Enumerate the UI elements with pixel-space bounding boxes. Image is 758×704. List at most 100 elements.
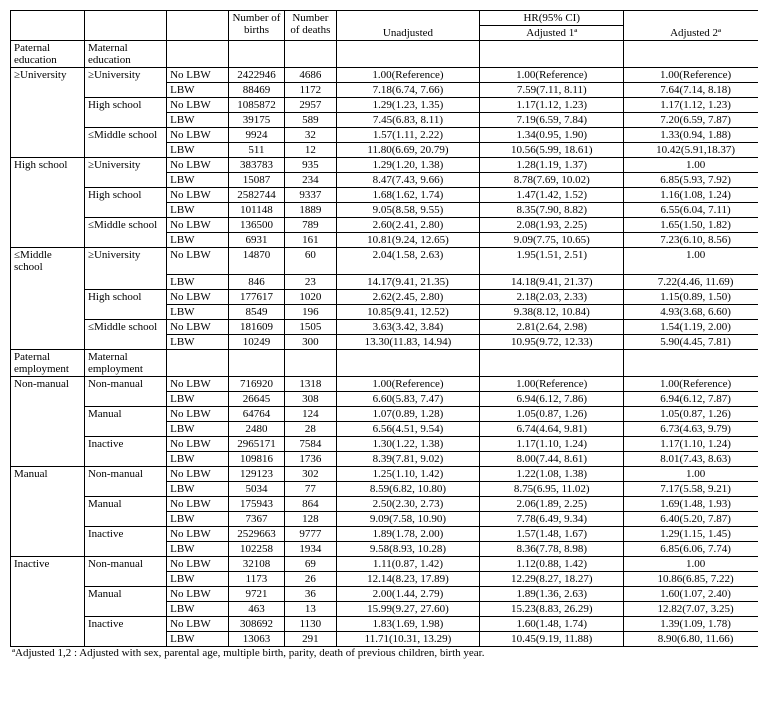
c: 2480 (228, 421, 284, 436)
b (84, 233, 166, 248)
b (11, 304, 85, 319)
g-lbw: LBW (167, 541, 229, 556)
b (84, 451, 166, 466)
c: 10.42(5.91,18.37) (624, 143, 758, 158)
c: 10.45(9.19, 11.88) (480, 631, 624, 646)
g-nolbw: No LBW (167, 319, 229, 334)
b (11, 511, 85, 526)
b (84, 571, 166, 586)
c: 1505 (285, 319, 336, 334)
c: 7.23(6.10, 8.56) (624, 233, 758, 248)
m-uni3: ≥University (84, 248, 166, 275)
g-lbw: LBW (167, 233, 229, 248)
c: 8.35(7.90, 8.82) (480, 203, 624, 218)
c: 291 (285, 631, 336, 646)
lbl-mat-edu: Maternal education (84, 41, 166, 68)
c: 2.04(1.58, 2.63) (336, 248, 480, 275)
m-ms3: ≤Middle school (84, 319, 166, 334)
c: 2.08(1.93, 2.25) (480, 218, 624, 233)
col-unadj: Unadjusted (336, 26, 480, 41)
c: 1.69(1.48, 1.93) (624, 496, 758, 511)
c: 8.47(7.43, 9.66) (336, 173, 480, 188)
b (11, 233, 85, 248)
c: 88469 (228, 83, 284, 98)
c: 12.14(8.23, 17.89) (336, 571, 480, 586)
c: 2582744 (228, 188, 284, 203)
c: 1.00(Reference) (624, 68, 758, 83)
h-blank3 (167, 11, 229, 26)
g-nolbw: No LBW (167, 128, 229, 143)
b (11, 436, 85, 451)
h2-blank2 (84, 26, 166, 41)
c: 1.17(1.10, 1.24) (480, 436, 624, 451)
m-man3: Manual (84, 586, 166, 601)
b (11, 319, 85, 334)
c: 13 (285, 601, 336, 616)
b (480, 349, 624, 376)
b (11, 631, 85, 646)
c: 13.30(11.83, 14.94) (336, 334, 480, 349)
m-in3: Inactive (84, 616, 166, 631)
c: 10.56(5.99, 18.61) (480, 143, 624, 158)
c: 8.01(7.43, 8.63) (624, 451, 758, 466)
c: 9.58(8.93, 10.28) (336, 541, 480, 556)
b (84, 601, 166, 616)
b (167, 349, 229, 376)
b (285, 349, 336, 376)
c: 28 (285, 421, 336, 436)
c: 8.00(7.44, 8.61) (480, 451, 624, 466)
c: 7584 (285, 436, 336, 451)
c: 10249 (228, 334, 284, 349)
c: 2.50(2.30, 2.73) (336, 496, 480, 511)
b (84, 83, 166, 98)
c: 10.86(6.85, 7.22) (624, 571, 758, 586)
h-blank4 (336, 11, 480, 26)
col-hr: HR(95% CI) (480, 11, 624, 26)
b (84, 541, 166, 556)
m-hs1: High school (84, 98, 166, 113)
hr-table: Number of births Number of deaths HR(95%… (10, 10, 758, 647)
c: 11.71(10.31, 13.29) (336, 631, 480, 646)
c: 69 (285, 556, 336, 571)
c: 32 (285, 128, 336, 143)
c: 2.18(2.03, 2.33) (480, 289, 624, 304)
m-man2: Manual (84, 496, 166, 511)
c: 9.05(8.58, 9.55) (336, 203, 480, 218)
b (11, 334, 85, 349)
b (84, 391, 166, 406)
g-lbw: LBW (167, 83, 229, 98)
c: 6931 (228, 233, 284, 248)
g-lbw: LBW (167, 113, 229, 128)
c: 1.00(Reference) (480, 376, 624, 391)
b (84, 113, 166, 128)
c: 8.90(6.80, 11.66) (624, 631, 758, 646)
b (84, 334, 166, 349)
c: 6.74(4.64, 9.81) (480, 421, 624, 436)
c: 1318 (285, 376, 336, 391)
g-nolbw: No LBW (167, 248, 229, 275)
c: 1173 (228, 571, 284, 586)
lbl-pat-emp: Paternal employment (11, 349, 85, 376)
c: 1.16(1.08, 1.24) (624, 188, 758, 203)
c: 589 (285, 113, 336, 128)
m-uni2: ≥University (84, 158, 166, 173)
c: 1020 (285, 289, 336, 304)
c: 2965171 (228, 436, 284, 451)
c: 175943 (228, 496, 284, 511)
c: 1.83(1.69, 1.98) (336, 616, 480, 631)
c: 12.29(8.27, 18.27) (480, 571, 624, 586)
c: 1.60(1.07, 2.40) (624, 586, 758, 601)
c: 716920 (228, 376, 284, 391)
b (11, 173, 85, 188)
c: 1.00 (624, 466, 758, 481)
c: 1.39(1.09, 1.78) (624, 616, 758, 631)
c: 2422946 (228, 68, 284, 83)
g-lbw: LBW (167, 304, 229, 319)
b (11, 98, 85, 113)
c: 7.64(7.14, 8.18) (624, 83, 758, 98)
c: 128 (285, 511, 336, 526)
m-nm1: Non-manual (84, 376, 166, 391)
c: 1.89(1.36, 2.63) (480, 586, 624, 601)
c: 14870 (228, 248, 284, 275)
c: 6.94(6.12, 7.87) (624, 391, 758, 406)
